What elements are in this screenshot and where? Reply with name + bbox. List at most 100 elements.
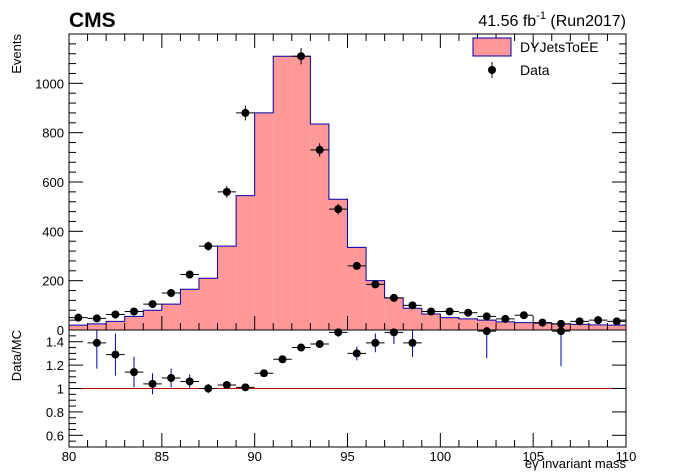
ratio-point-marker (259, 369, 268, 378)
ratio-point-marker (371, 338, 380, 347)
ratio-point (254, 369, 274, 378)
ratio-point (477, 327, 497, 359)
histogram-bar (143, 310, 162, 330)
x-tick-label: 85 (155, 449, 169, 464)
ratio-point-marker (167, 373, 176, 382)
histogram-bar (291, 56, 311, 330)
histogram-bar (347, 247, 367, 330)
histogram-bar (236, 195, 255, 330)
histogram-bars (69, 56, 626, 331)
data-point-marker (204, 242, 213, 251)
ratio-y-tick-label: 1.4 (46, 335, 64, 350)
histogram-bar (310, 124, 329, 331)
main-y-axis-label: Events (9, 34, 24, 74)
data-point-marker (74, 313, 83, 322)
data-point (310, 143, 329, 157)
ratio-y-axis: 0.6 0.8 1 1.2 1.4 (46, 335, 626, 443)
main-y-tick-label: 0 (57, 323, 64, 338)
histogram-bar (421, 313, 441, 330)
data-point (366, 280, 385, 289)
ratio-y-tick-label: 0.8 (46, 405, 64, 420)
ratio-y-tick-label: 1.2 (46, 358, 64, 373)
data-point-marker (482, 312, 491, 321)
histogram-bar (440, 317, 459, 330)
data-points (69, 48, 626, 328)
data-point (180, 270, 199, 279)
data-point-marker (297, 52, 306, 61)
ratio-point-marker (111, 350, 120, 359)
ratio-point (198, 383, 218, 394)
ratio-x-axis: 80 85 90 95 100 105 110 (62, 433, 637, 464)
data-point-marker (557, 319, 566, 328)
main-panel: 0 200 400 600 800 1000 Events (9, 33, 627, 338)
histogram-bar (477, 320, 497, 330)
histogram-bar (403, 308, 422, 330)
data-point (570, 317, 589, 326)
data-point-marker (371, 280, 380, 289)
data-point (403, 301, 422, 310)
main-y-tick-label: 200 (42, 274, 64, 289)
data-point-marker (222, 187, 231, 196)
data-point-marker (519, 311, 528, 320)
ratio-point-marker (129, 368, 138, 377)
main-x-ticks (68, 34, 627, 330)
data-point (291, 48, 311, 65)
ratio-point (236, 383, 255, 392)
data-point-marker (315, 145, 324, 154)
data-point (533, 318, 552, 327)
histogram-bar (87, 323, 107, 330)
ratio-point (143, 373, 162, 395)
data-point (607, 317, 626, 326)
main-y-tick-label: 400 (42, 224, 64, 239)
data-point (588, 316, 608, 325)
x-tick-label: 80 (62, 449, 76, 464)
data-point (69, 313, 88, 322)
ratio-point (180, 374, 199, 389)
x-tick-label: 110 (616, 449, 637, 464)
histogram-bar (514, 322, 534, 330)
histogram-bar (588, 324, 608, 330)
ratio-point-marker (408, 338, 417, 347)
histogram-bar (458, 318, 478, 330)
ratio-point-marker (557, 327, 566, 336)
ratio-point-marker (148, 379, 157, 388)
data-point-marker (427, 307, 436, 316)
data-point-marker (612, 317, 621, 326)
data-point (328, 203, 348, 215)
ratio-points (87, 327, 571, 395)
data-point-marker (389, 293, 398, 302)
histogram-bar (384, 297, 404, 330)
ratio-point (161, 368, 181, 388)
data-point-marker (445, 307, 454, 316)
histogram-bar (217, 246, 237, 330)
data-point (347, 261, 367, 270)
main-y-axis: 0 200 400 600 800 1000 (35, 43, 626, 338)
ratio-point-marker (278, 355, 287, 364)
legend: DYJetsToEE Data (472, 37, 599, 78)
x-tick-label: 100 (429, 449, 451, 464)
histogram-bar (124, 316, 144, 330)
data-point (217, 185, 237, 198)
x-tick-label: 90 (247, 449, 261, 464)
main-y-tick-label: 600 (42, 175, 64, 190)
ratio-point (291, 343, 311, 352)
histogram-bar (198, 278, 218, 330)
ratio-point (366, 333, 385, 353)
ratio-y-axis-label: Data/MC (9, 330, 24, 381)
ratio-point-marker (185, 377, 194, 386)
ratio-point-marker (352, 349, 361, 358)
data-point-marker (594, 316, 603, 325)
luminosity-run: (Run2017) (546, 13, 626, 30)
ratio-point-marker (241, 383, 250, 392)
data-point (384, 293, 404, 302)
data-point-marker (92, 314, 101, 323)
ratio-y-tick-label: 0.6 (46, 428, 64, 443)
main-y-tick-label: 1000 (35, 76, 64, 91)
histogram-bar (180, 289, 199, 330)
ratio-point-marker (204, 384, 213, 393)
data-point-marker (575, 317, 584, 326)
ratio-point (403, 330, 422, 357)
x-tick-label: 105 (522, 449, 544, 464)
luminosity-exponent: -1 (536, 10, 546, 22)
